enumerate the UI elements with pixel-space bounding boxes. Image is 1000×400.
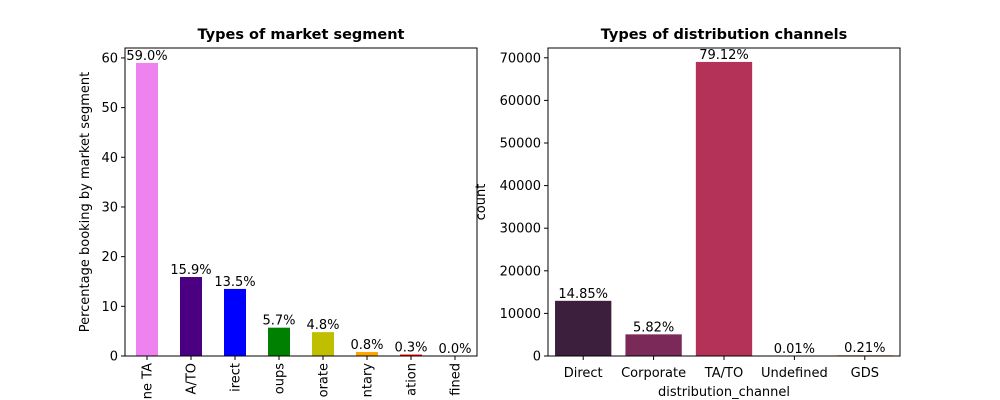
chart1-bar-5 xyxy=(356,352,378,356)
chart1-xtick-label-4: orate xyxy=(317,363,332,397)
chart2-ytick-label-4: 40000 xyxy=(500,179,541,194)
chart1-xtick-label-3: oups xyxy=(273,363,288,394)
chart2-ytick-label-7: 70000 xyxy=(500,51,541,66)
chart2-data-label-1: 5.82% xyxy=(633,320,674,335)
chart1-axes-frame xyxy=(124,47,478,357)
chart2-ytick-label-3: 30000 xyxy=(500,222,541,237)
chart2-ytick-label-2: 20000 xyxy=(500,264,541,279)
chart1-ytick-label-6: 60 xyxy=(101,51,118,66)
chart1-xtick-label-7: fined xyxy=(449,363,464,396)
chart1-data-label-2: 13.5% xyxy=(214,275,255,290)
chart2-xtick-label-1: Corporate xyxy=(621,366,686,381)
chart1-bar-6 xyxy=(400,354,422,356)
chart1-bar-3 xyxy=(268,327,290,356)
chart1-data-label-0: 59.0% xyxy=(126,49,167,64)
chart1-ytick-label-5: 50 xyxy=(101,101,118,116)
chart2-data-label-4: 0.21% xyxy=(844,341,885,356)
chart1-bar-0 xyxy=(136,62,158,356)
chart1-xtick-label-0: ne TA xyxy=(141,363,156,399)
chart1-bar-2 xyxy=(224,288,246,356)
chart1-xtick-label-1: A/TO xyxy=(185,363,200,394)
chart1-ytick-label-2: 20 xyxy=(101,250,118,265)
chart2-ytick-label-1: 10000 xyxy=(500,307,541,322)
chart2-xlabel: distribution_channel xyxy=(658,385,790,400)
chart2-xtick-label-3: Undefined xyxy=(761,366,828,381)
chart1-xtick-label-5: ntary xyxy=(361,363,376,398)
chart2-xtick-label-0: Direct xyxy=(564,366,603,381)
chart1-bar-4 xyxy=(312,332,334,356)
chart2-bar-1 xyxy=(625,334,682,356)
chart2-bar-0 xyxy=(555,300,612,356)
chart2-data-label-0: 14.85% xyxy=(558,287,608,302)
chart1-ytick-label-1: 10 xyxy=(101,300,118,315)
chart2-xtick-label-2: TA/TO xyxy=(704,366,743,381)
chart1-ytick-label-0: 0 xyxy=(110,350,118,365)
chart2-bar-2 xyxy=(695,61,753,356)
chart2-ytick-label-0: 0 xyxy=(533,350,541,365)
chart2-data-label-3: 0.01% xyxy=(774,342,815,357)
chart1-ytick-label-4: 40 xyxy=(101,151,118,166)
chart1-xtick-label-2: irect xyxy=(229,363,244,392)
chart1-ytick-label-3: 30 xyxy=(101,200,118,215)
chart1-data-label-4: 4.8% xyxy=(306,318,339,333)
chart1-title: Types of market segment xyxy=(198,27,405,43)
chart1-data-label-5: 0.8% xyxy=(350,338,383,353)
chart1-data-label-1: 15.9% xyxy=(170,263,211,278)
chart2-ytick-label-5: 50000 xyxy=(500,136,541,151)
chart1-data-label-3: 5.7% xyxy=(262,314,295,329)
chart2-ytick-label-6: 60000 xyxy=(500,94,541,109)
chart2-data-label-2: 79.12% xyxy=(699,48,749,63)
chart1-ylabel: Percentage booking by market segment xyxy=(78,72,93,333)
chart1-data-label-7: 0.0% xyxy=(438,342,471,357)
chart2-ylabel: count xyxy=(474,184,489,221)
chart2-title: Types of distribution channels xyxy=(601,27,848,43)
chart1-xtick-label-6: ation xyxy=(405,363,420,396)
chart1-data-label-6: 0.3% xyxy=(394,341,427,356)
chart1-bar-1 xyxy=(180,277,202,356)
chart2-xtick-label-4: GDS xyxy=(851,366,879,381)
